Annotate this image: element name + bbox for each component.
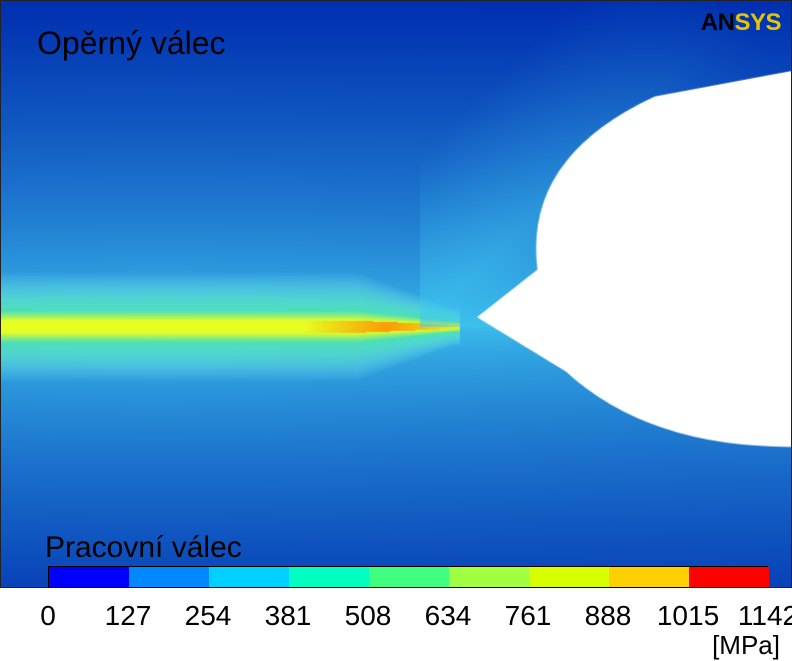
legend-tick: 761: [505, 600, 552, 632]
stress-heatmap-canvas: [1, 1, 791, 587]
legend-band: [289, 567, 369, 587]
legend-band: [129, 567, 209, 587]
legend-tick: 508: [345, 600, 392, 632]
label-pracovni-valec: Pracovní válec: [45, 531, 242, 565]
legend-band: [209, 567, 289, 587]
ansys-logo: ANSYS: [701, 9, 781, 37]
legend-band: [529, 567, 609, 587]
label-operny-valec: Opěrný válec: [37, 25, 226, 62]
legend-band: [449, 567, 529, 587]
legend-ticks: 0 127 254 381 508 634 761 888 1015 1142: [0, 600, 792, 636]
legend-band: [609, 567, 689, 587]
legend-band: [369, 567, 449, 587]
logo-part-an: AN: [701, 9, 735, 36]
legend-tick: 1015: [657, 600, 719, 632]
legend-band: [689, 567, 769, 587]
unit-label: [MPa]: [712, 630, 780, 661]
legend-tick: 1142: [738, 600, 792, 632]
color-legend: [48, 566, 768, 588]
contour-plot: ANSYS Opěrný válec Pracovní válec: [0, 0, 792, 588]
legend-tick: 888: [585, 600, 632, 632]
legend-tick: 254: [185, 600, 232, 632]
legend-band: [49, 567, 129, 587]
logo-part-sys: SYS: [734, 9, 781, 36]
legend-tick: 0: [40, 600, 56, 632]
legend-tick: 127: [105, 600, 152, 632]
legend-tick: 634: [425, 600, 472, 632]
legend-tick: 381: [265, 600, 312, 632]
